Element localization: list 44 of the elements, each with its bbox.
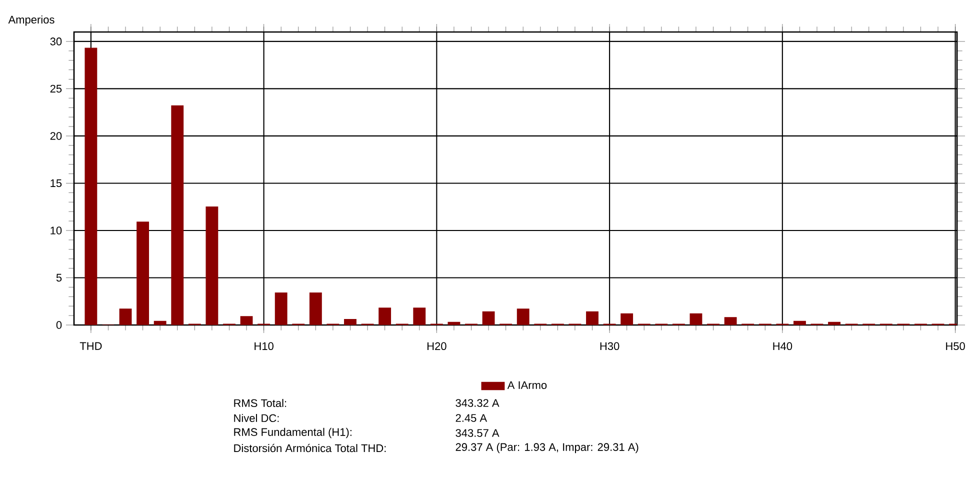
y-tick-label: 30: [50, 38, 62, 46]
y-tick-label: 15: [50, 179, 62, 188]
y-tick-label: 20: [50, 132, 62, 140]
y-tick-label: 25: [50, 84, 62, 93]
x-tick-label: THD: [80, 342, 102, 350]
bar: [206, 206, 218, 325]
text: 343.57 A: [456, 429, 500, 437]
bar: [586, 311, 598, 325]
bar: [516, 308, 530, 325]
y-tick-label: 10: [50, 226, 62, 234]
bar: [119, 308, 132, 325]
bar: [154, 320, 166, 325]
text: 2.45 A: [456, 414, 488, 422]
x-tick-label: H20: [427, 342, 446, 350]
bar: [344, 318, 356, 325]
bar: [240, 316, 253, 325]
bar: [84, 48, 98, 325]
x-tick-label: H40: [773, 342, 792, 350]
bar: [413, 308, 426, 325]
bar: [448, 322, 460, 325]
bar: [793, 320, 806, 325]
text: 343.32 A: [456, 399, 500, 407]
bar: [724, 317, 737, 325]
bar: [136, 222, 150, 325]
bar: [482, 311, 495, 325]
x-tick-label: H10: [254, 342, 274, 350]
bar: [309, 292, 322, 325]
bar: [690, 313, 702, 325]
bar: [620, 313, 634, 325]
text: RMS Fundamental (H1):: [234, 428, 352, 438]
y-axis-title: Amperios: [8, 15, 54, 26]
text: Nivel DC:: [234, 414, 279, 422]
text: RMS Total:: [234, 398, 286, 408]
bar: [171, 105, 184, 325]
x-tick-label: H30: [600, 342, 620, 350]
bar: [378, 308, 392, 325]
text: 29.37 A (Par: 1.93 A, Impar: 29.31 A): [456, 442, 638, 454]
y-tick-label: 5: [56, 274, 62, 282]
text: Distorsión Armónica Total THD:: [234, 444, 386, 452]
legend-label: A IArmo: [507, 381, 547, 390]
x-tick-label: H50: [946, 342, 965, 350]
bar: [274, 292, 288, 325]
bar: [828, 322, 840, 325]
y-tick-label: 0: [56, 321, 62, 329]
